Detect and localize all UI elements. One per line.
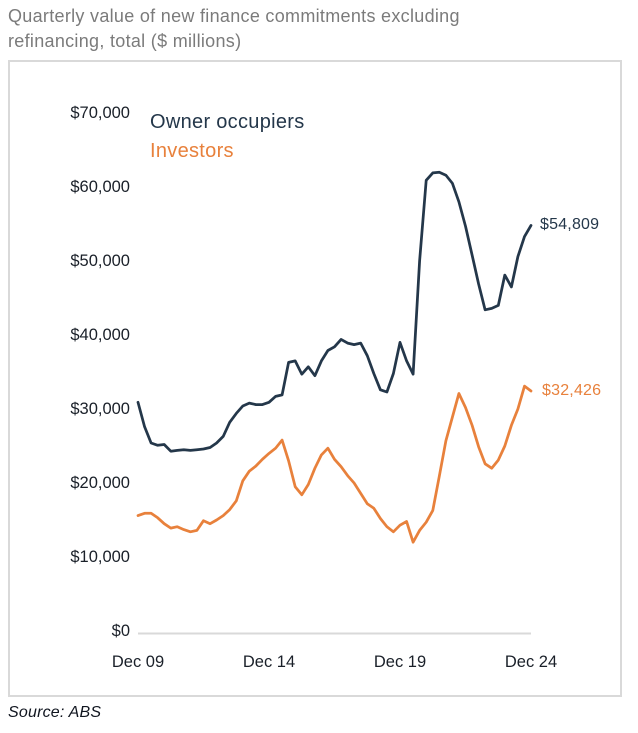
- chart-legend: Owner occupiers Investors: [150, 108, 305, 166]
- chart-panel: $70,000 $60,000 $50,000 $40,000 $30,000 $20,0…: [8, 60, 622, 697]
- chart-title: Quarterly value of new finance commitmen…: [8, 4, 608, 54]
- owner-occupiers-end-value-label: $54,809: [540, 216, 600, 234]
- line-chart: [136, 170, 533, 635]
- investors-end-value-label: $32,426: [542, 382, 602, 400]
- x-axis-tick-label: Dec 19: [373, 653, 427, 671]
- investors-line: [136, 384, 533, 544]
- legend-owner-occupiers: Owner occupiers: [150, 111, 305, 133]
- y-axis-tick-label: $10,000: [70, 548, 130, 566]
- x-axis-tick-label: Dec 24: [504, 653, 558, 671]
- y-axis-tick-label: $70,000: [70, 104, 130, 122]
- chart-title-line-1: Quarterly value of new finance commitmen…: [8, 6, 460, 26]
- x-axis-tick-label: Dec 09: [111, 653, 165, 671]
- y-axis-tick-label: $30,000: [70, 400, 130, 418]
- x-axis-tick-label: Dec 14: [242, 653, 296, 671]
- legend-investors: Investors: [150, 140, 234, 162]
- y-axis-tick-label: $40,000: [70, 326, 130, 344]
- y-axis-tick-label: $0: [111, 622, 130, 640]
- y-axis-tick-label: $60,000: [70, 178, 130, 196]
- chart-title-line-2: refinancing, total ($ millions): [8, 31, 242, 51]
- owner-occupiers-line: [136, 170, 533, 453]
- y-axis-tick-label: $50,000: [70, 252, 130, 270]
- source-note: Source: ABS: [8, 704, 102, 721]
- y-axis-tick-label: $20,000: [70, 474, 130, 492]
